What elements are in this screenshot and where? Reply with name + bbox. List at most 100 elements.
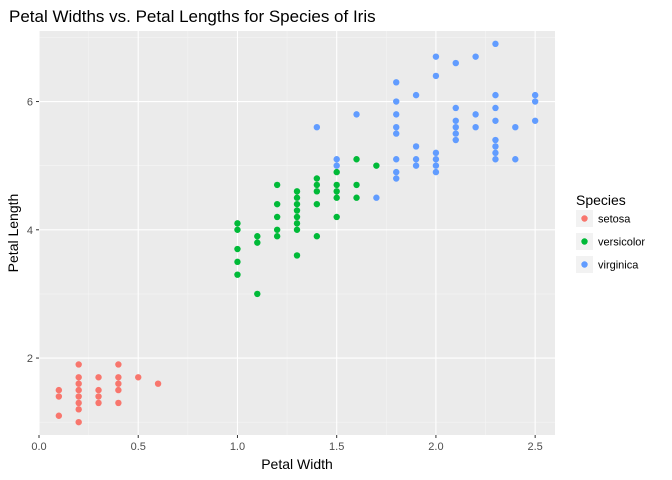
data-point-versicolor — [234, 220, 241, 227]
x-tick-label: 1.5 — [329, 441, 344, 453]
legend-items: setosa versicolor virginica — [576, 210, 645, 273]
data-point-versicolor — [234, 271, 241, 278]
data-point-virginica — [393, 111, 400, 118]
data-point-virginica — [393, 130, 400, 137]
data-point-versicolor — [234, 245, 241, 253]
data-point-virginica — [472, 123, 479, 131]
data-point-versicolor — [313, 181, 321, 189]
data-point-setosa — [75, 406, 82, 413]
data-point-virginica — [353, 111, 360, 118]
data-point-virginica — [333, 156, 340, 163]
data-point-virginica — [432, 168, 440, 176]
data-point-virginica — [452, 59, 459, 67]
legend-label: virginica — [598, 260, 639, 272]
data-point-virginica — [432, 156, 440, 163]
data-point-virginica — [333, 162, 340, 169]
data-point-setosa — [55, 393, 63, 400]
data-point-versicolor — [313, 200, 321, 208]
data-point-setosa — [115, 374, 122, 381]
data-point-virginica — [452, 104, 459, 112]
data-point-setosa — [75, 399, 82, 407]
data-point-virginica — [432, 72, 440, 80]
legend-marker — [581, 238, 588, 245]
data-point-virginica — [531, 91, 539, 99]
data-point-setosa — [75, 393, 82, 400]
x-tick-label: 2.0 — [428, 441, 443, 453]
chart-title: Petal Widths vs. Petal Lengths for Speci… — [9, 7, 376, 26]
data-point-virginica — [373, 194, 380, 201]
data-point-virginica — [492, 40, 499, 48]
data-point-versicolor — [373, 162, 380, 169]
data-point-setosa — [75, 380, 82, 387]
data-point-virginica — [432, 149, 440, 157]
legend-item-virginica: virginica — [576, 256, 639, 273]
x-tick-label: 0.5 — [131, 441, 146, 453]
data-point-setosa — [75, 386, 82, 394]
data-point-virginica — [512, 123, 519, 131]
data-point-versicolor — [273, 181, 281, 189]
data-points — [55, 40, 539, 426]
data-point-virginica — [393, 123, 400, 131]
data-point-virginica — [393, 168, 400, 176]
data-point-virginica — [452, 117, 459, 124]
data-point-virginica — [412, 156, 420, 163]
data-point-versicolor — [273, 213, 281, 221]
data-point-virginica — [393, 156, 400, 163]
data-point-virginica — [412, 91, 420, 99]
data-point-versicolor — [333, 213, 340, 221]
data-point-versicolor — [333, 168, 340, 176]
data-point-virginica — [492, 156, 499, 163]
data-point-virginica — [452, 130, 459, 137]
data-point-virginica — [492, 149, 499, 157]
data-point-versicolor — [254, 239, 261, 246]
data-point-setosa — [95, 399, 102, 407]
data-point-versicolor — [254, 290, 261, 298]
x-tick-label: 2.5 — [528, 441, 543, 453]
data-point-setosa — [75, 361, 82, 368]
data-point-setosa — [95, 374, 102, 381]
data-point-versicolor — [333, 188, 340, 195]
data-point-virginica — [492, 136, 499, 144]
data-point-virginica — [432, 162, 440, 169]
data-point-versicolor — [353, 156, 360, 163]
data-point-versicolor — [353, 181, 360, 189]
data-point-versicolor — [273, 200, 281, 208]
data-point-versicolor — [234, 226, 241, 233]
data-point-versicolor — [293, 207, 301, 214]
y-axis-title: Petal Length — [5, 194, 21, 273]
legend-item-versicolor: versicolor — [576, 233, 645, 250]
data-point-versicolor — [254, 233, 261, 240]
y-tick-label: 2 — [27, 353, 33, 365]
data-point-versicolor — [313, 175, 321, 182]
data-point-setosa — [115, 386, 122, 394]
data-point-virginica — [472, 53, 479, 60]
data-point-setosa — [75, 418, 82, 426]
plot-panel — [39, 31, 555, 435]
data-point-setosa — [55, 386, 63, 394]
data-point-virginica — [531, 117, 539, 124]
data-point-versicolor — [293, 188, 301, 195]
data-point-virginica — [412, 162, 420, 169]
data-point-versicolor — [293, 220, 301, 227]
y-tick-label: 6 — [27, 97, 33, 109]
data-point-virginica — [432, 53, 440, 60]
data-point-virginica — [492, 143, 499, 150]
data-point-setosa — [115, 361, 122, 368]
y-tick-label: 4 — [27, 225, 33, 237]
data-point-virginica — [492, 104, 499, 112]
legend-label: setosa — [598, 214, 631, 226]
data-point-virginica — [492, 117, 499, 124]
data-point-virginica — [313, 123, 321, 131]
data-point-versicolor — [333, 181, 340, 189]
data-point-versicolor — [234, 258, 241, 266]
legend-title: Species — [576, 192, 626, 208]
data-point-versicolor — [313, 233, 321, 240]
data-point-versicolor — [353, 194, 360, 201]
data-point-versicolor — [273, 233, 281, 240]
data-point-setosa — [115, 399, 122, 407]
data-point-virginica — [512, 156, 519, 163]
legend-marker — [581, 261, 588, 268]
legend-label: versicolor — [598, 237, 645, 249]
